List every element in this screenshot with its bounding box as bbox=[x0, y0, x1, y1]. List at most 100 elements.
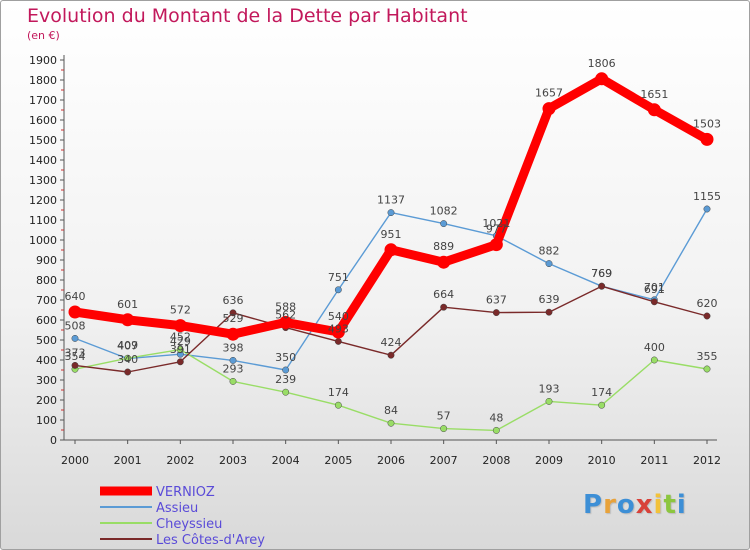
data-point bbox=[440, 425, 448, 433]
data-point bbox=[334, 286, 342, 294]
data-point bbox=[650, 356, 658, 364]
data-label: 354 bbox=[65, 350, 86, 363]
data-label: 508 bbox=[65, 319, 86, 332]
data-point bbox=[384, 243, 398, 257]
data-label: 1082 bbox=[430, 205, 458, 218]
data-point bbox=[492, 309, 500, 317]
legend-label: Cheyssieu bbox=[156, 517, 222, 532]
data-point bbox=[334, 337, 342, 345]
y-tick-label: 1000 bbox=[29, 234, 57, 247]
data-label: 174 bbox=[591, 386, 612, 399]
data-label: 1806 bbox=[588, 57, 616, 70]
data-point bbox=[68, 305, 82, 319]
data-label: 350 bbox=[275, 351, 296, 364]
legend-label: Assieu bbox=[156, 501, 198, 516]
data-label: 400 bbox=[644, 341, 665, 354]
data-point bbox=[282, 366, 290, 374]
data-point bbox=[492, 426, 500, 434]
y-tick-label: 200 bbox=[36, 394, 57, 407]
data-point bbox=[598, 282, 606, 290]
y-tick-label: 1500 bbox=[29, 134, 57, 147]
data-label: 452 bbox=[170, 331, 191, 344]
x-tick-label: 2012 bbox=[693, 454, 721, 467]
data-point bbox=[331, 325, 345, 339]
data-label: 340 bbox=[117, 353, 138, 366]
data-label: 174 bbox=[328, 386, 349, 399]
data-point bbox=[545, 260, 553, 268]
data-point bbox=[173, 319, 187, 333]
data-point bbox=[176, 358, 184, 366]
data-label: 1503 bbox=[693, 117, 721, 130]
data-point bbox=[545, 308, 553, 316]
proxiti-logo: Proxiti bbox=[583, 490, 687, 520]
data-label: 407 bbox=[117, 340, 138, 353]
data-label: 951 bbox=[381, 228, 402, 241]
y-tick-label: 1200 bbox=[29, 194, 57, 207]
data-label: 1651 bbox=[640, 88, 668, 101]
data-point bbox=[440, 220, 448, 228]
data-label: 493 bbox=[328, 322, 349, 335]
y-tick-label: 0 bbox=[50, 434, 57, 447]
y-tick-label: 1400 bbox=[29, 154, 57, 167]
legend-label: VERNIOZ bbox=[156, 485, 215, 500]
y-tick-label: 1800 bbox=[29, 74, 57, 87]
data-label: 751 bbox=[328, 271, 349, 284]
y-tick-label: 100 bbox=[36, 414, 57, 427]
data-label: 572 bbox=[170, 304, 191, 317]
series-line-cheyssieu bbox=[74, 348, 708, 432]
data-point bbox=[226, 327, 240, 341]
data-label: 664 bbox=[433, 288, 454, 301]
data-label: 637 bbox=[486, 294, 507, 307]
x-tick-label: 2006 bbox=[377, 454, 405, 467]
data-point bbox=[595, 72, 609, 86]
y-tick-label: 900 bbox=[36, 254, 57, 267]
data-label: 409 bbox=[117, 339, 138, 352]
data-label: 529 bbox=[223, 312, 244, 325]
logo-letter: t bbox=[663, 490, 677, 520]
chart-subtitle: (en €) bbox=[27, 29, 60, 42]
data-point bbox=[71, 334, 79, 342]
logo-letter: i bbox=[676, 490, 687, 520]
legend-label: Les Côtes-d'Arey bbox=[156, 533, 265, 548]
data-point bbox=[71, 361, 79, 369]
data-point bbox=[440, 303, 448, 311]
data-label: 882 bbox=[539, 245, 560, 258]
data-label: 691 bbox=[644, 283, 665, 296]
data-point bbox=[703, 312, 711, 320]
data-label: 588 bbox=[275, 300, 296, 313]
data-point bbox=[334, 401, 342, 409]
data-label: 391 bbox=[170, 343, 191, 356]
data-point bbox=[437, 255, 451, 269]
y-tick-label: 400 bbox=[36, 354, 57, 367]
data-label: 977 bbox=[486, 223, 507, 236]
data-label: 889 bbox=[433, 240, 454, 253]
y-tick-label: 1600 bbox=[29, 114, 57, 127]
data-label: 1657 bbox=[535, 87, 563, 100]
data-label: 639 bbox=[539, 293, 560, 306]
data-label: 769 bbox=[591, 267, 612, 280]
data-point bbox=[598, 401, 606, 409]
y-tick-label: 600 bbox=[36, 314, 57, 327]
data-label: 636 bbox=[223, 294, 244, 307]
data-point bbox=[545, 397, 553, 405]
data-point bbox=[279, 315, 293, 329]
data-point bbox=[650, 298, 658, 306]
data-point bbox=[282, 388, 290, 396]
data-label: 601 bbox=[117, 298, 138, 311]
data-point bbox=[700, 132, 714, 146]
x-tick-label: 2004 bbox=[272, 454, 300, 467]
x-tick-label: 2000 bbox=[61, 454, 89, 467]
data-label: 84 bbox=[384, 404, 398, 417]
data-label: 193 bbox=[539, 382, 560, 395]
data-point bbox=[647, 103, 661, 117]
data-label: 562 bbox=[275, 309, 296, 322]
data-label: 769 bbox=[591, 267, 612, 280]
x-tick-label: 2008 bbox=[482, 454, 510, 467]
y-tick-label: 1300 bbox=[29, 174, 57, 187]
data-label: 640 bbox=[65, 290, 86, 303]
data-point bbox=[124, 368, 132, 376]
logo-letter: P bbox=[583, 490, 604, 520]
x-tick-label: 2011 bbox=[640, 454, 668, 467]
data-label: 293 bbox=[223, 362, 244, 375]
logo-letter: o bbox=[616, 490, 636, 520]
